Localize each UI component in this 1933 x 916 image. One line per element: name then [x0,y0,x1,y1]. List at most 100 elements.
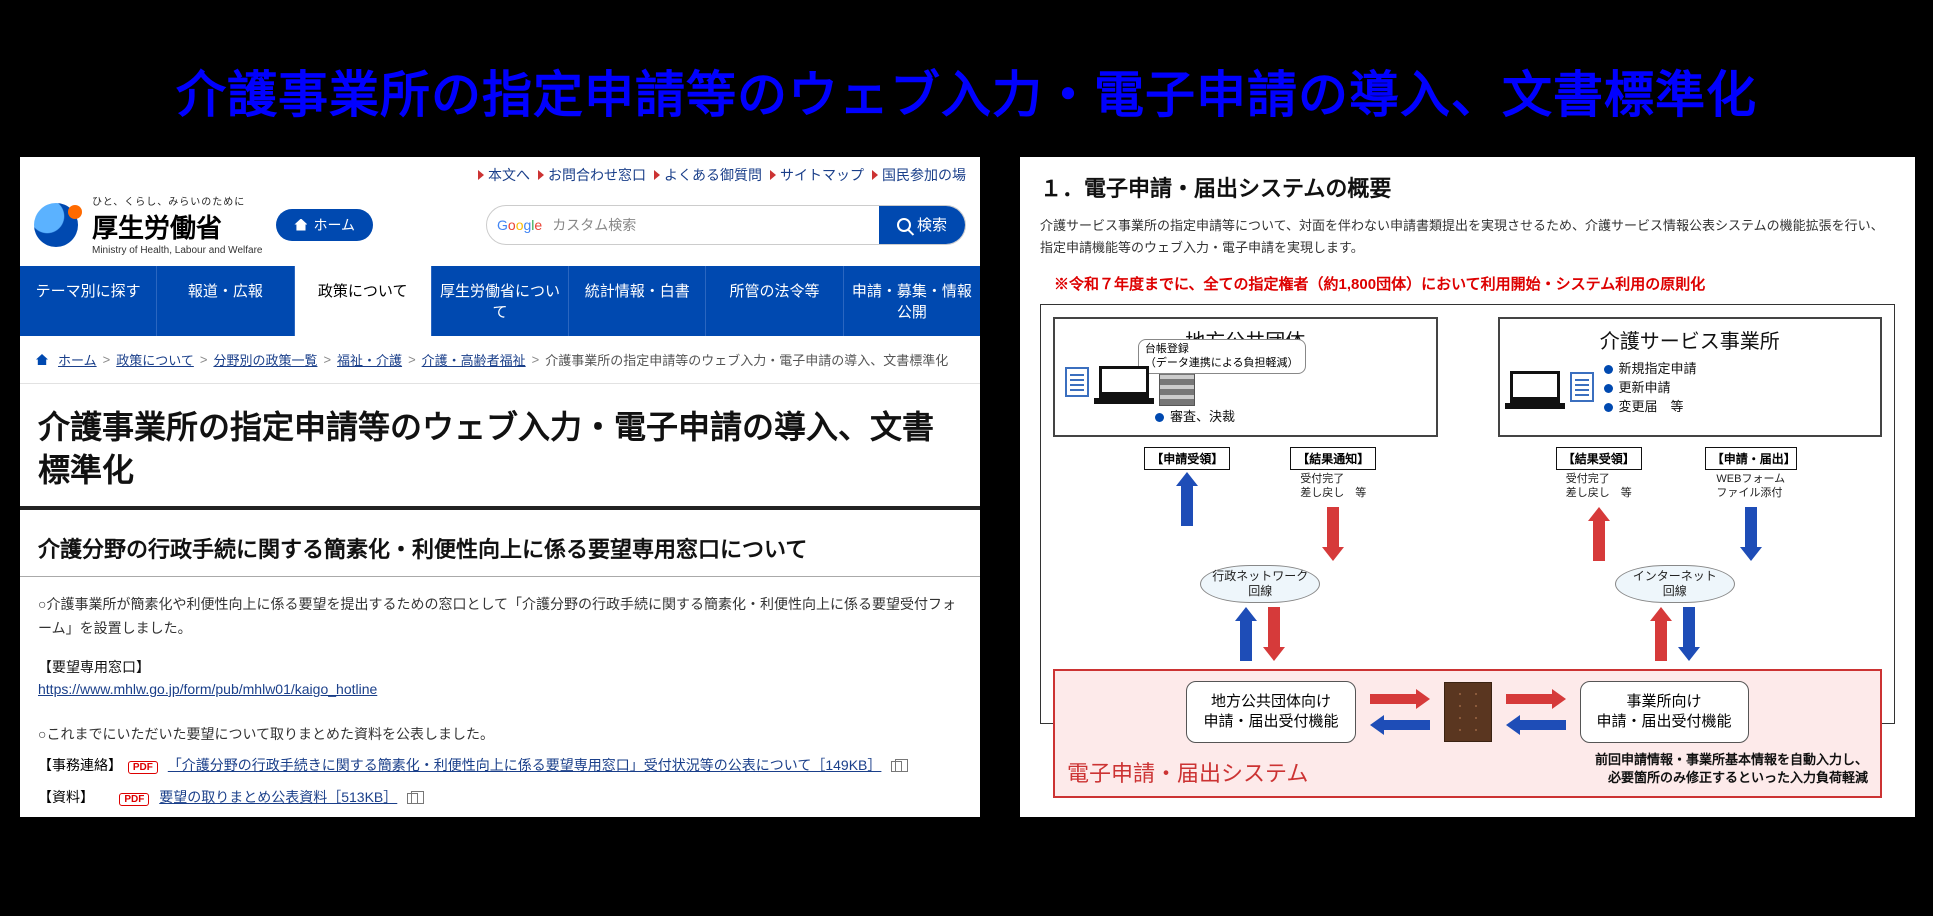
caret-icon [478,170,484,180]
top-link[interactable]: サイトマップ [770,165,864,185]
mhlw-logo-text: ひと、くらし、みらいのために 厚生労働省 Ministry of Health,… [92,193,262,256]
section-heading: 介護分野の行政手続に関する簡素化・利便性向上に係る要望専用窓口について [20,510,980,577]
home-button-label: ホーム [313,215,355,235]
org-items: 審査、決裁 [1155,406,1235,425]
system-name: 電子申請・届出システム [1067,756,1308,788]
hotline-link[interactable]: https://www.mhlw.go.jp/form/pub/mhlw01/k… [38,681,377,697]
paragraph: ○これまでにいただいた要望について取りまとめた資料を公表しました。 [20,707,980,753]
system-note: 前回申請情報・事業所基本情報を自動入力し、必要箇所のみ修正するといった入力負荷軽… [1595,751,1868,787]
callout: 【結果受領】 [1556,447,1642,470]
top-link[interactable]: お問合わせ窓口 [538,165,646,185]
diagram: 地方公共団体 台帳登録（データ連携による負担軽減） 審査、決裁 介護サービス事業… [1040,304,1895,724]
laptop-icon [1510,371,1560,403]
breadcrumb-link[interactable]: ホーム [58,350,97,369]
org-item: 更新申請 [1604,377,1697,396]
search-button[interactable]: 検索 [879,206,965,244]
page-title: 介護事業所の指定申請等のウェブ入力・電子申請の導入、文書標準化 [20,384,980,510]
callout: 【申請受領】 [1144,447,1230,470]
arrow-left-icon [1506,715,1566,735]
nav-item[interactable]: 申請・募集・情報公開 [844,266,980,336]
link-line: 【事務連絡】 PDF 「介護分野の行政手続きに関する簡素化・利便性向上に係る要望… [20,753,980,785]
top-link[interactable]: 国民参加の場 [872,165,966,185]
site-header: ひと、くらし、みらいのために 厚生労働省 Ministry of Health,… [20,189,980,266]
nav-item[interactable]: 報道・広報 [157,266,294,336]
logo-subtitle-en: Ministry of Health, Labour and Welfare [92,245,262,256]
laptop-icon [1099,366,1149,398]
org-item: 変更届 等 [1604,396,1697,415]
diagram-mid-row: 【申請受領】 【結果通知】 受付完了差し戻し 等 [1053,447,1882,661]
search-wrap: Google カスタム検索 検索 [387,205,966,245]
org-municipality: 地方公共団体 台帳登録（データ連携による負担軽減） 審査、決裁 [1053,317,1438,437]
external-icon [407,793,418,804]
nav-item[interactable]: テーマ別に探す [20,266,157,336]
mhlw-page: 本文へ お問合わせ窓口 よくある御質問 サイトマップ 国民参加の場 ひと、くらし… [20,157,980,817]
breadcrumb-link[interactable]: 分野別の政策一覧 [213,350,317,369]
breadcrumb-link[interactable]: 介護・高齢者福祉 [422,350,526,369]
document-icon [1065,367,1089,397]
callout: 【申請・届出】 [1705,447,1797,470]
nav-item[interactable]: 統計情報・白書 [569,266,706,336]
org-title: 介護サービス事業所 [1600,325,1780,354]
document-icon [1570,372,1594,402]
caret-icon [770,170,776,180]
org-items: 新規指定申請 更新申請 変更届 等 [1604,358,1697,415]
breadcrumb-link[interactable]: 政策について [116,350,194,369]
link-line: 【資料】 PDF 要望の取りまとめ公表資料［513KB］ [20,785,980,817]
top-link[interactable]: 本文へ [478,165,530,185]
col-apply: 【申請・届出】 WEBフォームファイル添付 [1705,447,1797,561]
top-link[interactable]: よくある御質問 [654,165,762,185]
home-button[interactable]: ホーム [276,209,373,241]
callout-sub: 受付完了差し戻し 等 [1566,472,1632,501]
logo-tagline: ひと、くらし、みらいのために [92,193,262,208]
pdf-icon: PDF [128,761,158,774]
label-jimu: 【事務連絡】 [38,757,122,773]
balloon-daicho: 台帳登録（データ連携による負担軽減） [1138,339,1306,374]
external-icon [891,761,902,772]
top-utility-links: 本文へ お問合わせ窓口 よくある御質問 サイトマップ 国民参加の場 [20,157,980,189]
overview-warning: ※令和７年度までに、全ての指定権者（約1,800団体）において利用開始・システム… [1054,273,1895,294]
search-input[interactable]: カスタム検索 [552,215,879,235]
arrow-left-icon [1370,715,1430,735]
pdf-link-jimu[interactable]: 「介護分野の行政手続きに関する簡素化・利便性向上に係る要望専用窓口」受付状況等の… [168,757,882,773]
arrow-down-icon [1322,507,1344,561]
pdf-link-shiryo[interactable]: 要望の取りまとめ公表資料［513KB］ [159,789,397,805]
overview-heading: １．電子申請・届出システムの概要 [1040,171,1895,203]
nav-item[interactable]: 所管の法令等 [706,266,843,336]
nav-item-active[interactable]: 政策について [295,266,432,336]
func-provider: 事業所向け申請・届出受付機能 [1580,681,1749,744]
link-line: https://www.mhlw.go.jp/form/pub/mhlw01/k… [20,679,980,707]
mhlw-logo-icon [34,203,78,247]
breadcrumb-link[interactable]: 福祉・介護 [337,350,402,369]
google-logo: Google [487,217,552,233]
org-provider: 介護サービス事業所 新規指定申請 更新申請 変更届 等 [1498,317,1883,437]
pdf-icon: PDF [119,793,149,806]
arrow-right-icon [1370,689,1430,709]
arrow-up-icon [1588,507,1610,561]
search-box[interactable]: Google カスタム検索 検索 [486,205,966,245]
system-overview: １．電子申請・届出システムの概要 介護サービス事業所の指定申請等について、対面を… [1020,157,1915,817]
logo-title: 厚生労働省 [92,208,262,245]
arrow-right-icon [1506,689,1566,709]
caret-icon [654,170,660,180]
arrow-down-icon [1678,607,1700,661]
diagram-top-row: 地方公共団体 台帳登録（データ連携による負担軽減） 審査、決裁 介護サービス事業… [1053,317,1882,437]
search-button-label: 検索 [917,214,947,235]
label-shiryo: 【資料】 [38,789,94,805]
caret-icon [872,170,878,180]
search-icon [897,218,911,232]
func-municipality: 地方公共団体向け申請・届出受付機能 [1186,681,1355,744]
callout-sub: 受付完了差し戻し 等 [1300,472,1366,501]
firewall-icon [1444,682,1492,742]
system-box: 地方公共団体向け申請・届出受付機能 事業所向け申請・届出受付機能 電子申請・届出… [1053,669,1882,798]
arrow-down-icon [1740,507,1762,561]
slide-title: 介護事業所の指定申請等のウェブ入力・電子申請の導入、文書標準化 [0,0,1933,157]
panels: 本文へ お問合わせ窓口 よくある御質問 サイトマップ 国民参加の場 ひと、くらし… [0,157,1933,817]
cloud-internet: インターネット回線 [1615,565,1735,603]
arrow-up-icon [1176,472,1198,526]
nav-item[interactable]: 厚生労働省について [432,266,569,336]
home-icon [36,354,48,365]
callout: 【結果通知】 [1290,447,1376,470]
label-madoguchi: 【要望専用窓口】 [20,647,980,679]
overview-desc: 介護サービス事業所の指定申請等について、対面を伴わない申請書類提出を実現させるた… [1040,215,1895,259]
callout-sub: WEBフォームファイル添付 [1716,472,1785,501]
